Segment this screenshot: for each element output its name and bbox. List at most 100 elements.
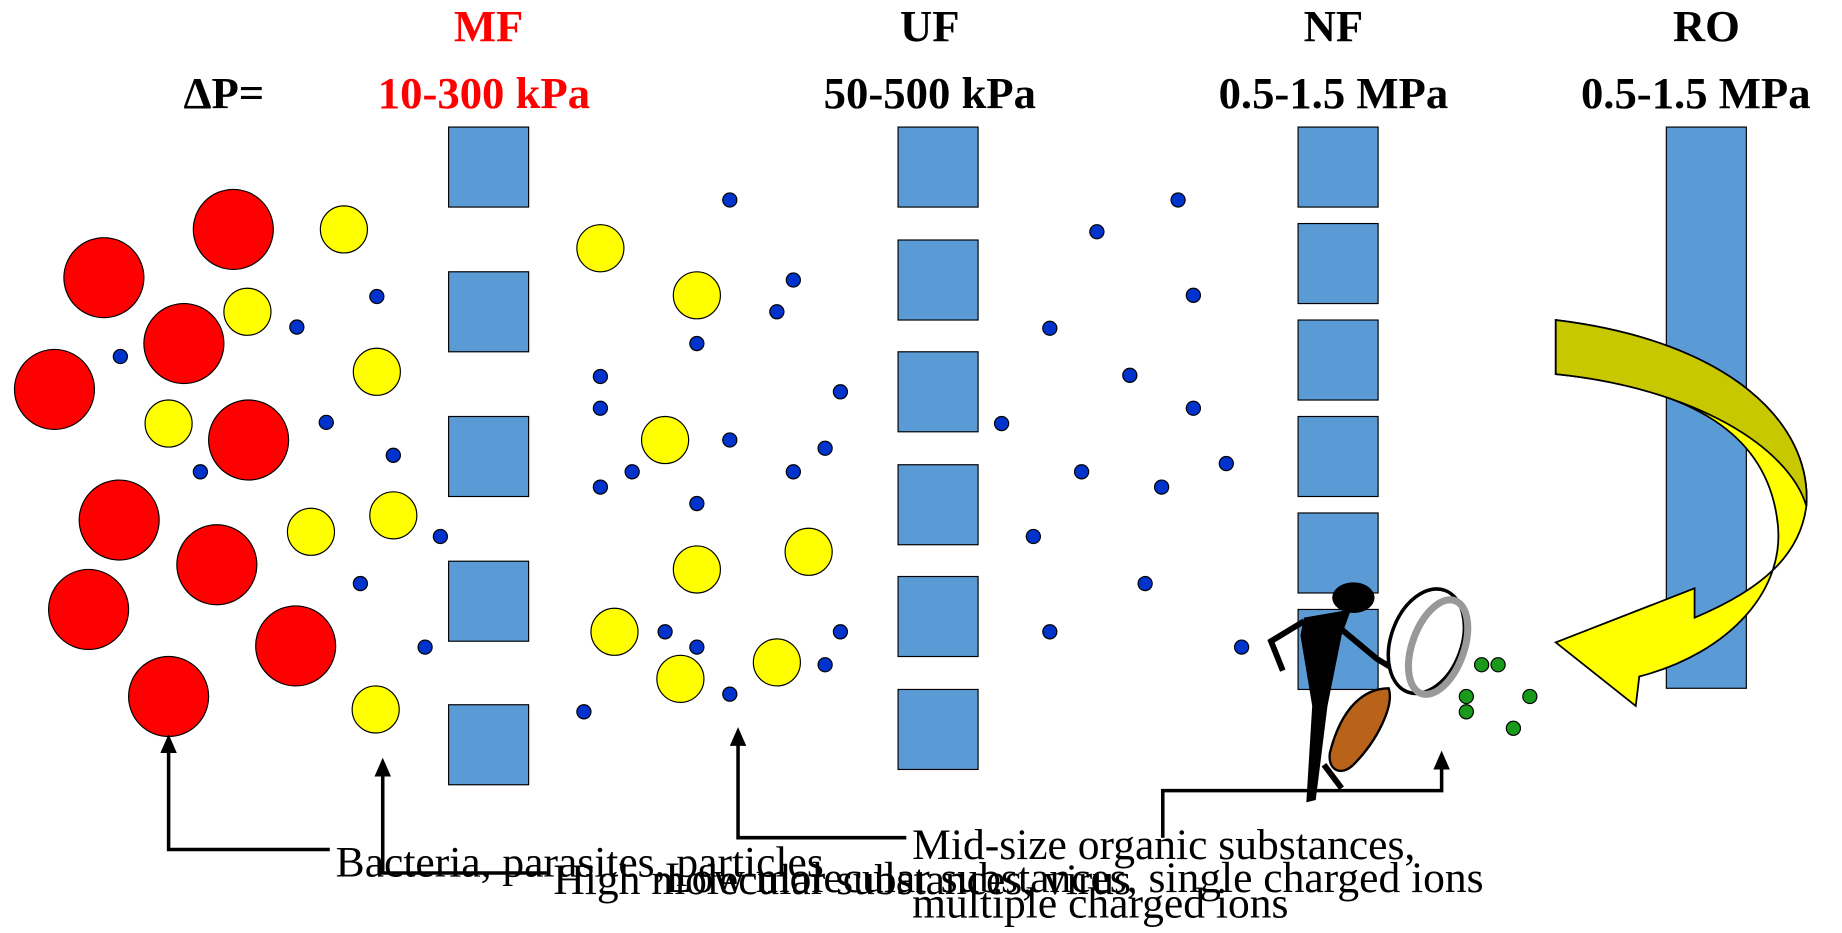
ion <box>1153 479 1170 495</box>
small-ion <box>1458 704 1474 720</box>
connector <box>380 767 548 875</box>
particle <box>286 507 336 556</box>
ion <box>369 288 385 305</box>
membrane-block <box>1297 319 1379 401</box>
ion <box>1122 367 1138 383</box>
arrowhead <box>160 734 177 753</box>
ion <box>657 624 673 640</box>
bacterium <box>176 524 258 606</box>
particle <box>672 271 721 320</box>
small-ion <box>1490 657 1506 673</box>
membrane-block <box>897 351 979 433</box>
membrane-block <box>448 415 530 498</box>
connector <box>166 743 330 852</box>
membrane-block <box>1297 222 1379 305</box>
ion <box>385 447 401 463</box>
bacterium <box>208 399 290 481</box>
ion <box>1218 455 1234 472</box>
membrane-block <box>1297 512 1379 594</box>
small-ion <box>1473 657 1490 673</box>
small-ion <box>1522 688 1538 705</box>
ion <box>592 368 609 385</box>
particle <box>784 527 833 576</box>
connector <box>1161 762 1444 838</box>
membrane-block <box>897 126 979 208</box>
caption: High molecular substances, virus <box>553 856 1131 904</box>
ion <box>689 639 705 655</box>
bacterium <box>13 348 96 431</box>
ion <box>993 415 1010 432</box>
particle <box>369 491 418 540</box>
particle <box>656 654 705 703</box>
particle <box>752 638 801 687</box>
caption: Low molecular substances, single charged… <box>665 854 1484 902</box>
ion <box>1170 192 1186 208</box>
membrane-block <box>448 126 530 208</box>
figure <box>1267 582 1472 803</box>
ion <box>722 192 738 208</box>
shapes <box>13 126 1747 786</box>
caption: Bacteria, parasites, particles <box>336 839 824 887</box>
bacterium <box>143 302 225 385</box>
ion <box>352 575 369 592</box>
texts: ΔP= MF 10-300 kPa UF 50-500 kPa NF 0.5-1… <box>184 1 1811 928</box>
ion <box>592 400 609 416</box>
caption: Mid-size organic substances, <box>912 821 1415 869</box>
ion <box>1042 624 1058 640</box>
caption: multiple charged ions <box>912 880 1288 928</box>
ion <box>112 348 129 365</box>
membrane-block <box>448 560 530 642</box>
ion <box>1042 320 1058 336</box>
ion <box>832 624 849 640</box>
membrane-pressure: 0.5-1.5 MPa <box>1581 68 1811 118</box>
ion <box>289 319 305 335</box>
membrane-block <box>448 704 530 786</box>
small-ion <box>1505 720 1522 736</box>
connectors <box>166 736 1444 875</box>
ion <box>318 414 334 431</box>
membrane-name: MF <box>454 1 523 51</box>
particle <box>144 399 193 448</box>
particle <box>672 545 721 594</box>
ion <box>689 495 705 512</box>
ion <box>432 528 449 545</box>
particle <box>352 347 401 396</box>
membrane-name: NF <box>1304 1 1364 51</box>
bacterium <box>255 605 337 687</box>
membrane-block <box>897 464 979 546</box>
ion <box>624 464 640 480</box>
particle <box>640 415 690 465</box>
particle <box>590 607 639 656</box>
membrane-block <box>897 575 979 658</box>
ion <box>192 464 209 480</box>
ion <box>722 432 738 448</box>
membrane-block <box>897 688 979 771</box>
bacterium <box>78 479 160 561</box>
ion <box>785 464 801 480</box>
membrane-pressure: 50-500 kPa <box>824 68 1036 118</box>
particle <box>319 205 369 254</box>
ion <box>1089 224 1105 240</box>
arrowheads <box>160 727 1450 777</box>
ion <box>1185 400 1202 416</box>
pressure-label: ΔP= <box>184 68 265 118</box>
small-ion <box>1458 688 1474 705</box>
particle <box>576 224 625 273</box>
ion <box>769 304 785 320</box>
membrane-block <box>1297 126 1379 208</box>
particle <box>351 685 400 734</box>
ion <box>576 704 592 720</box>
ion <box>785 272 801 288</box>
ion <box>832 384 849 400</box>
bacterium <box>63 237 145 319</box>
ion <box>817 440 833 456</box>
connector <box>736 736 907 840</box>
particle <box>223 287 272 336</box>
membrane-block <box>448 271 530 353</box>
membrane-block <box>1297 415 1379 498</box>
arrowhead <box>374 757 391 777</box>
ion <box>592 479 609 495</box>
ion <box>417 639 433 655</box>
